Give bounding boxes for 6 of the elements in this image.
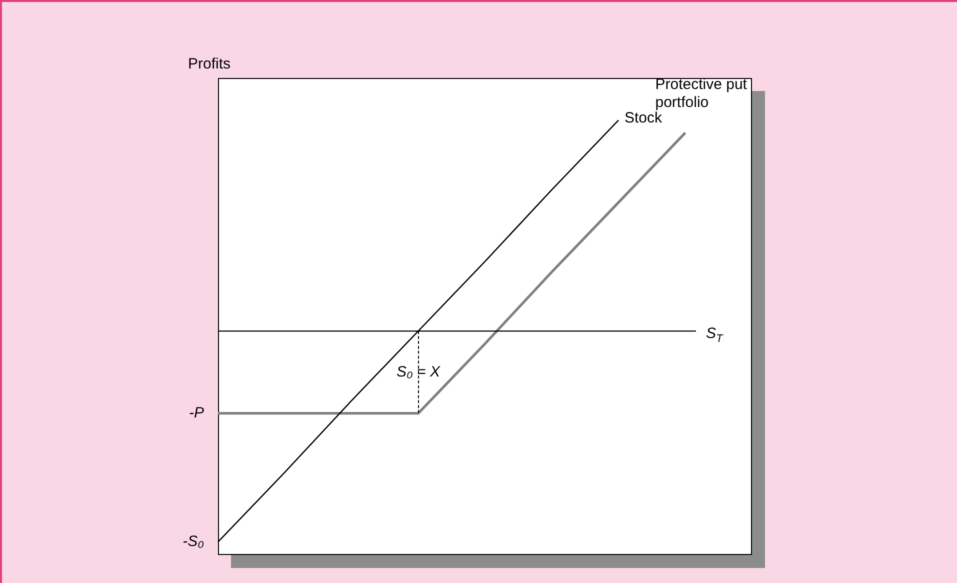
series-label: Stock [624, 109, 663, 126]
annotation: -P [189, 404, 204, 422]
annotation: -S₀ [182, 533, 204, 550]
annotation: S₀ = X [396, 363, 441, 380]
text: Protective put portfolio [655, 76, 748, 111]
y-axis-title: Profits [188, 56, 231, 73]
